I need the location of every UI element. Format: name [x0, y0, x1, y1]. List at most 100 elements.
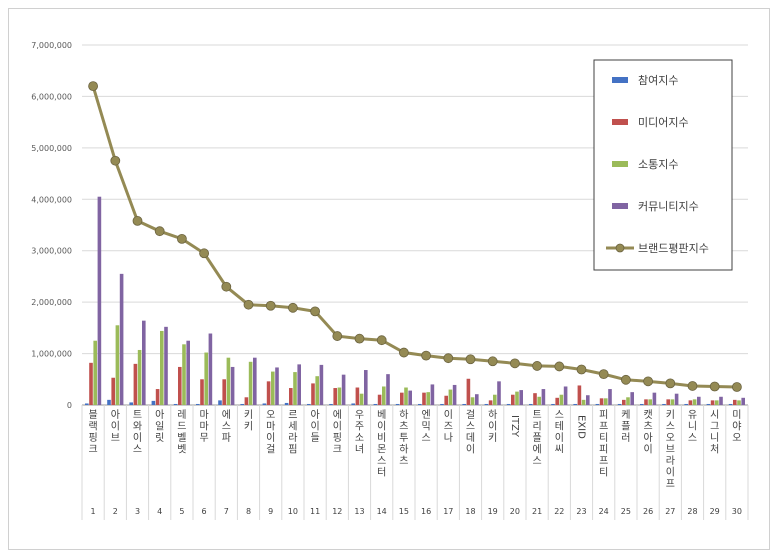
- bar: [617, 403, 622, 405]
- bar: [733, 399, 737, 405]
- bar: [719, 396, 723, 405]
- legend-swatch: [612, 119, 628, 125]
- bar: [107, 399, 111, 405]
- bar: [404, 387, 408, 405]
- line-marker: [199, 248, 210, 259]
- bar: [351, 403, 355, 405]
- bar: [674, 393, 679, 405]
- bar: [692, 399, 697, 405]
- bar: [573, 403, 577, 405]
- line-marker: [110, 155, 121, 166]
- bar: [93, 340, 97, 405]
- line-marker: [132, 215, 143, 226]
- bar: [333, 388, 337, 405]
- line-marker: [709, 381, 720, 392]
- bar: [493, 394, 497, 405]
- bar: [511, 394, 515, 405]
- bar: [373, 403, 378, 405]
- bar: [355, 387, 360, 405]
- bar: [715, 400, 719, 405]
- bar: [341, 374, 346, 405]
- bar: [426, 392, 430, 405]
- bar: [164, 326, 168, 405]
- bar: [97, 196, 102, 405]
- bar: [604, 398, 608, 405]
- bar: [329, 403, 333, 405]
- bar: [559, 394, 564, 405]
- bar: [178, 366, 182, 405]
- bar: [648, 399, 652, 405]
- line-marker: [510, 358, 520, 369]
- bar: [488, 400, 493, 405]
- bar: [222, 379, 226, 405]
- bar: [484, 403, 489, 405]
- bar: [537, 396, 541, 405]
- bar: [529, 403, 533, 405]
- bar: [466, 378, 471, 405]
- rank-label: 30: [732, 507, 742, 516]
- bar: [151, 400, 156, 405]
- bar: [133, 363, 138, 405]
- bar: [142, 320, 146, 405]
- category-label: EXID: [576, 415, 587, 439]
- y-tick-label: 1,000,000: [31, 350, 72, 359]
- bar: [581, 399, 586, 405]
- bar: [506, 403, 511, 405]
- bar: [364, 370, 368, 405]
- bar: [111, 377, 115, 405]
- bar: [400, 392, 404, 405]
- rank-label: 12: [332, 507, 342, 516]
- legend-marker: [615, 243, 625, 253]
- rank-label: 29: [710, 507, 720, 516]
- rank-label: 26: [643, 507, 653, 516]
- legend-label: 미디어지수: [638, 116, 689, 129]
- bar: [652, 392, 657, 405]
- bar: [430, 384, 435, 405]
- line-marker: [487, 356, 498, 367]
- line-marker: [598, 369, 609, 380]
- bar: [289, 388, 293, 405]
- bar: [182, 344, 186, 405]
- bar: [315, 376, 319, 405]
- bar: [586, 395, 590, 405]
- bar: [244, 397, 249, 405]
- line-marker: [465, 354, 476, 365]
- line-marker: [376, 335, 387, 346]
- rank-label: 9: [268, 507, 273, 516]
- line-marker: [88, 81, 98, 92]
- rank-label: 16: [421, 507, 431, 516]
- line-marker: [665, 378, 676, 389]
- bar: [515, 391, 519, 405]
- rank-label: 17: [443, 507, 453, 516]
- y-tick-label: 2,000,000: [31, 298, 72, 307]
- bar: [337, 387, 342, 405]
- line-marker: [221, 281, 232, 292]
- line-marker: [354, 333, 365, 344]
- bar: [630, 392, 634, 405]
- bar: [382, 386, 386, 405]
- bar: [595, 403, 600, 405]
- bar: [359, 393, 364, 405]
- rank-label: 15: [399, 507, 409, 516]
- line-marker: [154, 226, 165, 237]
- rank-label: 19: [488, 507, 498, 516]
- rank-label: 1: [91, 507, 96, 516]
- bar: [129, 402, 133, 405]
- bar: [226, 357, 231, 405]
- rank-label: 10: [288, 507, 298, 516]
- legend-label: 브랜드평판지수: [638, 242, 709, 255]
- bar: [266, 381, 271, 405]
